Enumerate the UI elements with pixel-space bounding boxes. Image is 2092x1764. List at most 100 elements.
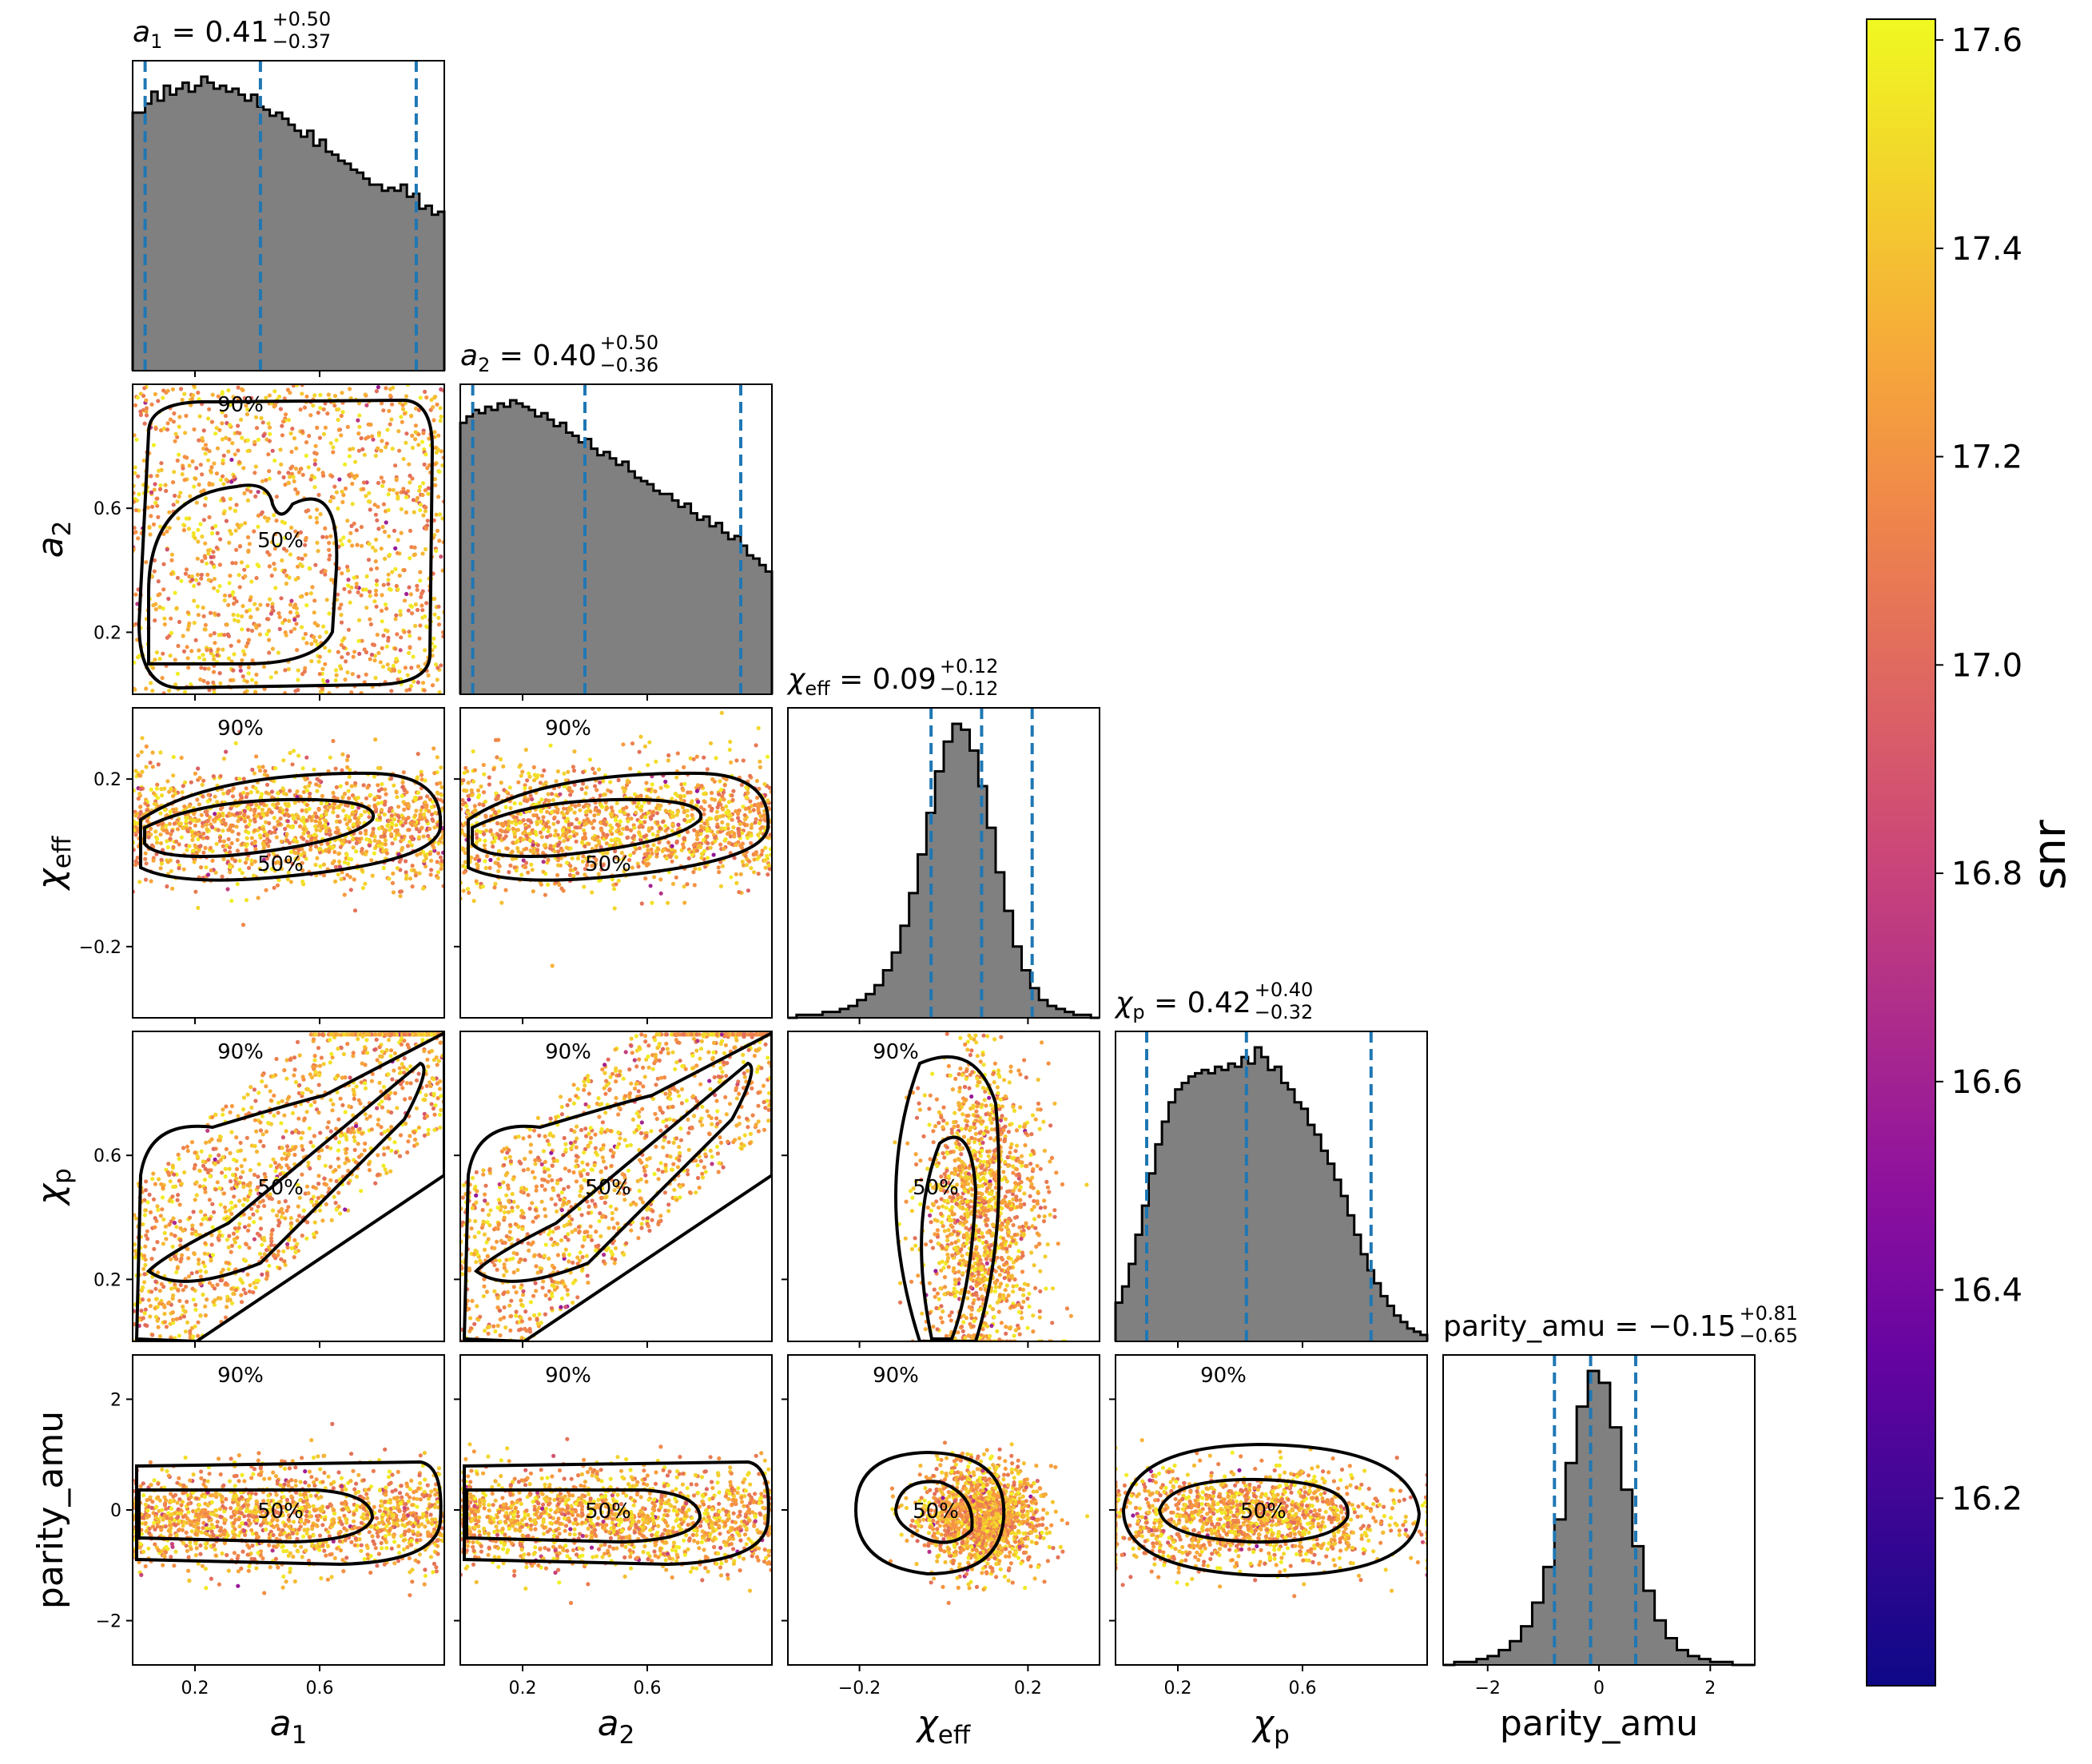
scatter-point: [389, 776, 394, 781]
scatter-point: [207, 483, 212, 487]
scatter-point: [148, 761, 153, 765]
scatter-point: [217, 584, 222, 589]
scatter-point: [658, 877, 663, 882]
histogram-bar: [460, 423, 467, 694]
histogram-bar: [207, 82, 214, 371]
scatter-point: [151, 791, 156, 796]
scatter-point: [186, 526, 191, 531]
scatter-point: [389, 1110, 394, 1115]
scatter-point: [372, 599, 377, 604]
scatter-point: [556, 849, 561, 854]
scatter-point: [393, 463, 398, 468]
scatter-point: [239, 795, 244, 800]
scatter-point: [249, 489, 253, 494]
scatter-point: [404, 1067, 409, 1072]
scatter-point: [304, 803, 310, 808]
scatter-point: [340, 571, 344, 576]
scatter-point: [658, 826, 662, 831]
scatter-point: [482, 772, 487, 777]
histogram-bar: [900, 925, 910, 1018]
scatter-point: [472, 804, 477, 808]
scatter-point: [316, 549, 320, 554]
scatter-point: [375, 1058, 380, 1063]
scatter-point: [190, 1226, 195, 1231]
scatter-point: [269, 573, 274, 578]
scatter-point: [360, 851, 365, 856]
scatter-point: [323, 572, 328, 577]
scatter-point: [288, 552, 292, 557]
scatter-point: [259, 415, 264, 421]
scatter-point: [351, 1051, 356, 1055]
scatter-point: [184, 516, 189, 521]
scatter-point: [232, 596, 237, 601]
scatter-point: [299, 1136, 304, 1141]
scatter-point: [421, 834, 426, 839]
scatter-point: [493, 881, 498, 886]
scatter-point: [346, 856, 351, 861]
scatter-point: [255, 1209, 260, 1214]
scatter-point: [150, 689, 155, 693]
scatter-point: [573, 804, 578, 808]
scatter-point: [183, 571, 188, 576]
scatter-point: [587, 757, 593, 762]
scatter-point: [202, 658, 207, 662]
scatter-point: [228, 574, 233, 578]
scatter-point: [247, 542, 252, 546]
scatter-point: [217, 1238, 221, 1242]
scatter-point: [249, 614, 253, 619]
scatter-point: [746, 790, 750, 796]
scatter-point: [643, 858, 648, 863]
panel-frame: [459, 707, 773, 1019]
scatter-point: [251, 1290, 256, 1295]
scatter-point: [152, 558, 157, 563]
scatter-point: [220, 410, 225, 415]
scatter-point: [512, 801, 517, 806]
scatter-point: [551, 797, 556, 802]
scatter-point: [469, 788, 474, 793]
scatter-point: [213, 431, 218, 436]
scatter-point: [398, 894, 403, 899]
scatter-point: [366, 435, 371, 439]
scatter-point: [192, 621, 197, 626]
scatter-point: [395, 632, 400, 637]
scatter-point: [745, 863, 750, 868]
scatter-point: [206, 578, 211, 582]
scatter-point: [300, 391, 304, 396]
scatter-point: [388, 393, 393, 398]
contour-50: [147, 483, 339, 665]
scatter-point: [538, 830, 543, 835]
scatter-point: [256, 1174, 261, 1179]
scatter-point: [212, 690, 217, 694]
scatter-point: [687, 818, 693, 824]
scatter-point: [286, 418, 291, 423]
scatter-point: [681, 842, 686, 847]
scatter-point: [512, 815, 517, 820]
scatter-point: [292, 1146, 296, 1151]
scatter-point: [204, 865, 209, 870]
scatter-point: [260, 1114, 264, 1118]
histogram-bar: [559, 423, 567, 694]
scatter-point: [407, 630, 412, 634]
scatter-point: [391, 663, 396, 668]
scatter-point: [209, 648, 213, 653]
scatter-point: [289, 598, 294, 603]
scatter-point: [592, 818, 597, 823]
scatter-point: [284, 1058, 289, 1063]
scatter-point: [670, 859, 674, 864]
scatter-point: [555, 820, 560, 824]
scatter-point: [432, 848, 437, 853]
scatter-point: [363, 1086, 368, 1091]
scatter-point: [743, 854, 748, 859]
scatter-point: [220, 390, 225, 395]
scatter-point: [140, 736, 145, 741]
scatter-point: [331, 738, 336, 744]
scatter-point: [254, 814, 259, 819]
scatter-point: [186, 665, 191, 670]
scatter-point: [276, 611, 281, 616]
scatter-point: [348, 387, 352, 391]
scatter-point: [353, 809, 359, 814]
scatter-point: [585, 816, 590, 821]
scatter-point: [330, 1108, 335, 1113]
scatter-point: [240, 871, 245, 876]
scatter-point: [698, 843, 702, 848]
